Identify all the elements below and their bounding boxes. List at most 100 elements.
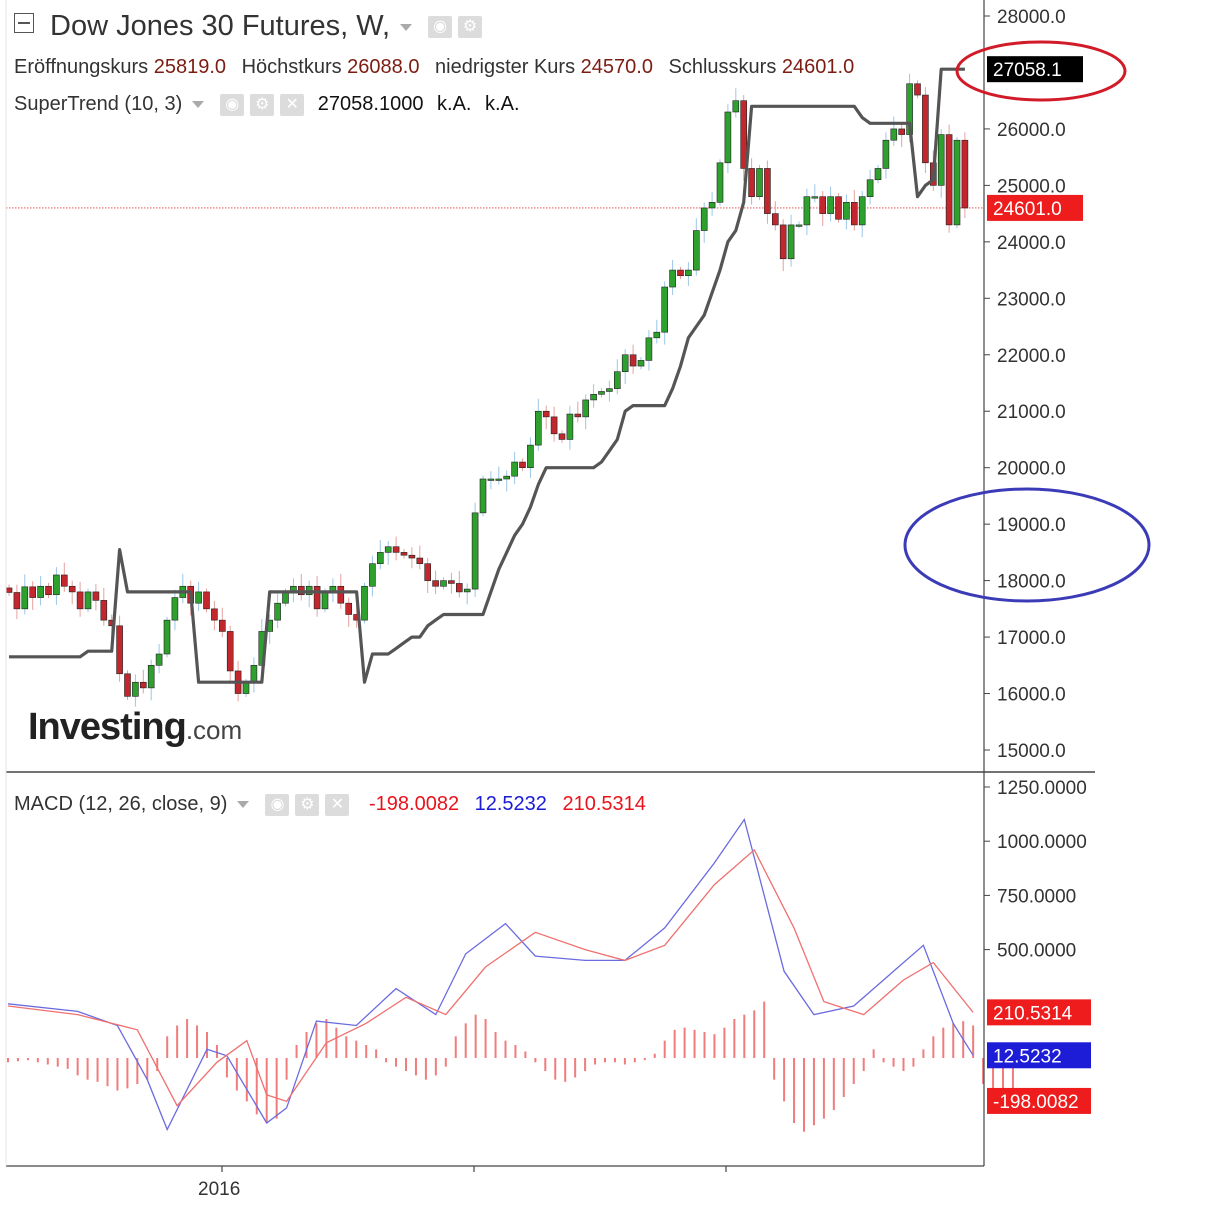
supertrend-value: 27058.1000 <box>317 93 424 115</box>
macd-tick-label-0: 1250.0000 <box>997 778 1087 799</box>
candle-body-55 <box>440 580 447 587</box>
candle-body-87 <box>692 230 700 271</box>
candle-body-113 <box>898 128 906 135</box>
collapse-toggle-button[interactable] <box>14 13 34 33</box>
candle-body-62 <box>495 478 503 481</box>
candle-body-115 <box>914 83 921 96</box>
title-caret-icon[interactable] <box>400 23 413 31</box>
candle-body-61 <box>487 478 495 481</box>
candle-body-49 <box>392 546 400 553</box>
macd-gear-icon[interactable]: ⚙ <box>295 793 320 816</box>
price-tick-label-4: 23000.0 <box>997 289 1066 310</box>
candle-body-100 <box>795 224 803 227</box>
candle-body-3 <box>29 586 37 598</box>
candle-body-34 <box>274 602 281 621</box>
price-tick-label-7: 20000.0 <box>997 459 1066 480</box>
supertrend-close-icon[interactable]: ✕ <box>280 93 305 116</box>
candle-body-112 <box>890 128 898 141</box>
supertrend-na-2: k.A. <box>485 93 520 115</box>
candle-body-72 <box>574 413 582 418</box>
supertrend-eye-icon[interactable]: ◉ <box>220 93 245 116</box>
macd-line-value: 12.5232 <box>474 793 547 815</box>
candle-body-81 <box>645 337 653 361</box>
candle-body-28 <box>226 631 234 672</box>
candle-body-89 <box>708 202 716 209</box>
candle-body-108 <box>858 196 866 226</box>
candle-body-86 <box>685 269 692 277</box>
supertrend-gear-icon[interactable]: ⚙ <box>250 93 275 116</box>
open-value: 25819.0 <box>153 56 227 78</box>
macd-eye-icon[interactable]: ◉ <box>265 793 290 816</box>
x-tick-label-2016: 2016 <box>198 1179 240 1200</box>
candle-body-58 <box>463 588 471 593</box>
macd-tick-label-3: 500.0000 <box>997 941 1076 962</box>
price-tick-label-0: 28000.0 <box>997 7 1066 28</box>
candle-body-16 <box>132 681 139 697</box>
high-value: 26088.0 <box>347 56 420 78</box>
candle-body-79 <box>629 354 637 367</box>
candle-body-51 <box>408 554 416 559</box>
blue-annotation-ellipse <box>903 487 1151 603</box>
candle-body-5 <box>45 585 52 596</box>
candle-body-56 <box>448 580 455 584</box>
macd-legend: MACD (12, 26, close, 9) ◉ ⚙ ✕ -198.0082 12.… <box>14 793 646 816</box>
candle-body-102 <box>811 196 819 199</box>
candle-body-57 <box>455 583 463 593</box>
candle-body-74 <box>590 393 597 401</box>
candle-body-90 <box>716 162 724 203</box>
candle-body-84 <box>669 269 676 288</box>
price-tick-label-6: 21000.0 <box>997 402 1066 423</box>
candle-body-99 <box>787 224 795 260</box>
supertrend-na-1: k.A. <box>437 93 472 115</box>
main-price-label-1-text: 24601.0 <box>993 199 1062 220</box>
candle-body-27 <box>219 619 226 632</box>
candle-body-66 <box>527 444 534 468</box>
candle-body-104 <box>827 196 834 214</box>
macd-price-label-2-box <box>987 1087 1091 1114</box>
macd-caret-icon[interactable] <box>237 801 250 809</box>
price-tick-label-12: 15000.0 <box>997 741 1066 762</box>
candle-body-25 <box>203 591 210 610</box>
macd-price-label-0-text: 210.5314 <box>993 1003 1073 1024</box>
price-tick-label-11: 16000.0 <box>997 685 1066 706</box>
candle-body-31 <box>250 665 258 683</box>
candle-body-8 <box>68 585 76 593</box>
macd-close-icon[interactable]: ✕ <box>325 793 350 816</box>
macd-price-label-2-text: -198.0082 <box>993 1092 1079 1113</box>
candle-body-20 <box>163 619 171 655</box>
macd-tick-label-2: 750.0000 <box>997 886 1076 907</box>
candle-body-60 <box>479 478 487 514</box>
candle-body-121 <box>961 139 969 209</box>
candle-body-103 <box>819 196 827 214</box>
candle-body-95 <box>756 168 763 197</box>
candle-body-97 <box>771 213 779 226</box>
chart-title-text: Dow Jones 30 Futures, W, <box>50 10 391 42</box>
eye-icon[interactable]: ◉ <box>428 16 453 39</box>
candle-body-48 <box>384 546 392 553</box>
candle-body-107 <box>850 202 858 226</box>
candle-body-118 <box>937 134 945 186</box>
price-tick-label-8: 19000.0 <box>997 515 1066 536</box>
candle-body-64 <box>511 461 518 477</box>
candle-body-83 <box>661 286 669 333</box>
signal-line <box>7 848 974 1107</box>
candle-body-92 <box>732 100 740 113</box>
candle-body-59 <box>471 512 479 590</box>
candle-body-109 <box>866 179 874 197</box>
candle-body-76 <box>606 388 613 392</box>
gear-icon[interactable]: ⚙ <box>458 16 483 39</box>
candle-body-77 <box>613 371 621 389</box>
supertrend-label: SuperTrend (10, 3) <box>14 93 183 115</box>
candle-body-6 <box>53 574 60 596</box>
high-label: Höchstkurs <box>241 56 342 78</box>
candle-body-17 <box>140 681 147 689</box>
candle-body-120 <box>953 139 961 226</box>
candle-body-52 <box>416 557 424 564</box>
supertrend-caret-icon[interactable] <box>192 101 205 109</box>
candle-body-7 <box>60 574 68 587</box>
main-price-label-0-text: 27058.1 <box>993 60 1062 81</box>
candle-body-47 <box>376 552 384 564</box>
candle-body-26 <box>211 608 218 621</box>
candle-body-30 <box>242 681 250 694</box>
macd-price-label-1-text: 12.5232 <box>993 1046 1062 1067</box>
